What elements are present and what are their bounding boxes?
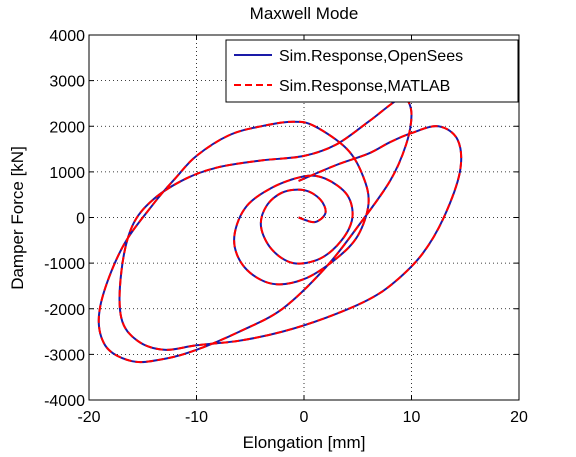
- legend-entry-opensees: Sim.Response,OpenSees: [279, 48, 463, 65]
- x-tick-label: -20: [77, 409, 100, 426]
- x-axis-label: Elongation [mm]: [243, 433, 366, 452]
- x-tick-label: 20: [510, 409, 528, 426]
- y-tick-label: -2000: [44, 302, 85, 319]
- y-tick-label: 0: [76, 211, 85, 228]
- y-tick-label: 2000: [49, 119, 85, 136]
- y-tick-label: -1000: [44, 256, 85, 273]
- y-tick-label: -3000: [44, 347, 85, 364]
- series-line-matlab: [97, 96, 463, 364]
- y-axis-label: Damper Force [kN]: [8, 146, 27, 290]
- legend-box: [225, 39, 519, 103]
- x-axis: -20 -10 0 10 20: [77, 35, 528, 426]
- y-tick-label: -4000: [44, 393, 85, 410]
- chart-title: Maxwell Mode: [250, 4, 359, 23]
- legend: Sim.Response,OpenSees Sim.Response,MATLA…: [225, 39, 519, 103]
- y-tick-label: 1000: [49, 165, 85, 182]
- x-tick-label: 0: [300, 409, 309, 426]
- x-tick-label: 10: [403, 409, 421, 426]
- y-tick-label: 4000: [49, 28, 85, 45]
- y-tick-label: 3000: [49, 74, 85, 91]
- series-layer: [97, 96, 463, 364]
- legend-entry-matlab: Sim.Response,MATLAB: [279, 78, 450, 95]
- series-line-opensees: [97, 96, 463, 364]
- y-axis: -4000 -3000 -2000 -1000 0 1000 2000 3000 4000: [44, 28, 519, 410]
- x-tick-label: -10: [185, 409, 208, 426]
